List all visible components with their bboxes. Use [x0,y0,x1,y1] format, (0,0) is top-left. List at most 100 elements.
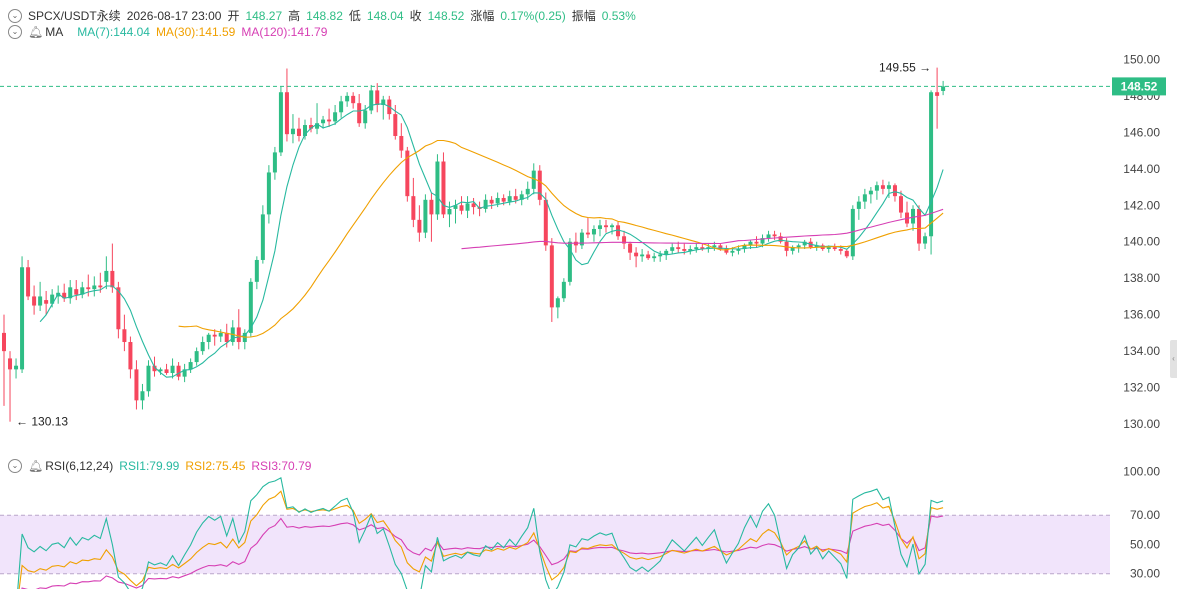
rsi1-line [17,476,944,589]
high-label: 高 [288,9,301,23]
ma7-legend: MA(7):144.04 [77,25,150,39]
candle [32,296,37,306]
candle [724,249,729,253]
high-value: 148.82 [306,8,343,23]
candle [315,123,320,129]
candle [507,196,512,202]
candle [802,241,807,246]
candle [652,256,657,259]
candle [200,342,205,352]
ma7-line [39,103,944,378]
candle [585,232,590,235]
candle [874,185,879,191]
candle [862,194,867,202]
y-tick-label: 146.00 [1123,125,1160,139]
candle [628,243,633,253]
candle [826,247,831,250]
candle [567,241,572,282]
candle [453,205,458,209]
candle [718,245,723,250]
candle [646,254,651,259]
candle [856,201,861,209]
candle [911,208,916,224]
ma-legend: ⌄ 🔔︎ MA MA(7):144.04 MA(30):141.59 MA(12… [0,25,333,39]
candle [658,254,663,257]
candle [917,208,922,244]
candle [417,219,422,233]
y-tick-label: 132.00 [1123,381,1160,395]
candle [898,196,903,213]
candle [14,365,19,370]
candle [730,250,735,253]
candle [303,125,307,136]
candle [682,249,687,251]
candle [26,267,31,297]
chevron-down-icon[interactable]: ⌄ [8,459,22,473]
candle [489,199,494,204]
chevron-down-icon[interactable]: ⌄ [8,25,22,39]
candle [92,285,97,290]
y-tick-label: 136.00 [1123,308,1160,322]
candle [616,225,621,237]
candle [429,199,434,215]
candle [116,287,121,330]
candle [254,259,259,282]
candle [441,161,446,215]
candle [8,358,13,370]
candle [218,332,223,337]
amp-value: 0.53% [601,8,636,23]
rsi1-legend: RSI1:79.99 [119,459,180,473]
chevron-down-icon[interactable]: ⌄ [8,8,22,23]
candle [664,250,669,255]
candle [736,249,741,251]
low-value: 148.04 [366,8,404,23]
low-marker: ← 130.13 [16,415,68,429]
candle [206,334,211,343]
candle [892,185,897,197]
candle [929,92,934,237]
rsi-tick-label: 50.00 [1130,537,1160,551]
candle [670,247,675,251]
candle [465,203,470,211]
candle [579,232,584,246]
candle [248,281,253,333]
candle [688,249,693,251]
candle [501,197,506,202]
y-tick-label: 134.00 [1123,344,1160,358]
candle [766,234,771,239]
candle [345,95,350,102]
candle [44,300,49,304]
y-tick-label: 144.00 [1123,162,1160,176]
candle [754,241,759,244]
candle [20,267,25,370]
candle [838,249,843,251]
candle [182,369,187,377]
candle [778,236,783,242]
ma120-line [461,208,944,250]
bell-icon[interactable]: 🔔︎ [28,25,44,39]
bell-icon[interactable]: 🔔︎ [28,459,44,473]
candle [68,287,73,299]
ma120-legend: MA(120):141.79 [241,25,328,39]
rsi2-line [18,490,944,589]
candle [375,90,380,105]
high-marker: 149.55 → [879,61,931,75]
rsi-legend-label: RSI(6,12,24) [45,459,114,473]
candle [886,185,891,189]
panel-collapse-handle[interactable]: ‹ [1170,340,1177,378]
ma30-legend: MA(30):141.59 [155,25,236,39]
candle [290,128,295,135]
candle [531,170,536,189]
rsi3-legend: RSI3:70.79 [251,459,312,473]
candle [405,150,410,197]
candle [170,365,175,374]
y-tick-label: 138.00 [1123,271,1160,285]
candle [321,119,326,124]
candle [393,114,398,136]
candle [694,247,699,250]
rsi-tick-label: 70.00 [1130,508,1160,522]
candle [62,292,67,299]
candle [339,101,344,113]
candle [634,252,639,257]
